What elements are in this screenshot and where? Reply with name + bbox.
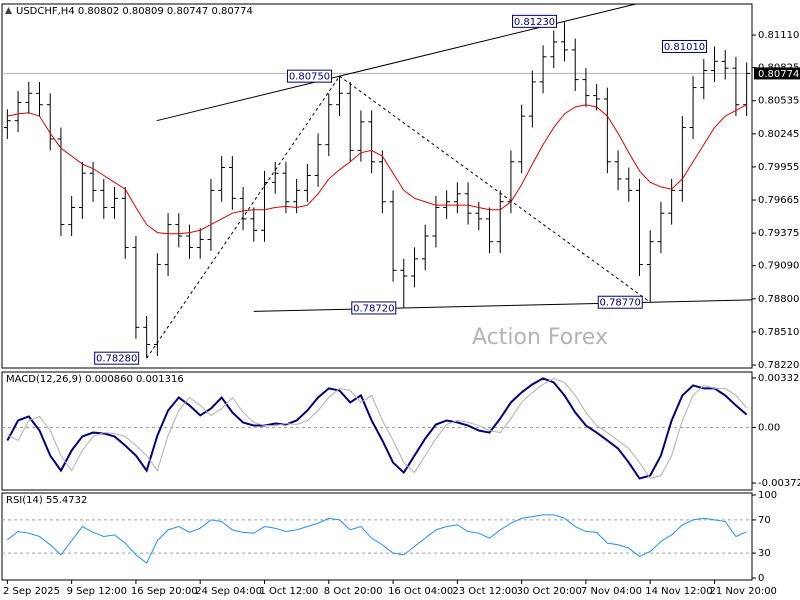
pane-frame (1, 492, 753, 581)
x-tick-label: 2 Sep 2025 (3, 586, 60, 597)
annotation-box (662, 39, 707, 53)
rsi-line (7, 514, 747, 564)
y-tick-label: 0.78220 (758, 360, 799, 371)
x-tick-label: 14 Nov 12:00 (645, 586, 712, 597)
y-tick-label: 70 (758, 515, 771, 526)
y-tick-label: -0.003723 (758, 478, 800, 489)
y-tick-label: 0.79090 (758, 261, 799, 272)
swing-line (146, 75, 340, 359)
annotation-box (94, 351, 140, 365)
plot (6, 377, 748, 480)
annotation-label: 0.78770 (600, 298, 641, 309)
y-tick-label: 0.80535 (758, 96, 799, 107)
y-tick-label: 0.00 (758, 422, 780, 433)
y-tick-label: 0.80245 (758, 129, 799, 140)
moving-average (7, 104, 747, 235)
x-tick-label: 9 Sep 12:00 (67, 586, 127, 597)
y-tick-label: 100 (758, 490, 777, 501)
y-tick-label: 0 (758, 573, 764, 584)
y-tick-label: 0.79375 (758, 228, 799, 239)
annotation-box (597, 295, 643, 309)
y-tick-label: 30 (758, 548, 771, 559)
symbol-icon (5, 7, 12, 14)
y-tick-label: 0.81110 (758, 30, 799, 41)
last-price-box (754, 67, 800, 80)
pane-frame (1, 3, 753, 369)
x-tick-label: 23 Oct 12:00 (452, 586, 517, 597)
annotation-label: 0.78280 (96, 354, 137, 365)
plot (7, 514, 747, 564)
annotation-label: 0.80750 (289, 72, 330, 83)
annotation-label: 0.78720 (353, 303, 394, 314)
y-tick-label: 0.78510 (758, 327, 799, 338)
pane-title: MACD(12,26,9) 0.000860 0.001316 (6, 374, 184, 385)
annotation-label: 0.81230 (514, 17, 555, 28)
x-tick-label: 8 Oct 20:00 (324, 586, 383, 597)
plot: 0.78280 0.80750 0.78720 0.81230 0.78770 0.810… (3, 4, 752, 365)
x-tick-label: 7 Nov 04:00 (581, 586, 642, 597)
y-tick-label: 0.003321 (758, 373, 800, 384)
annotation-box (351, 301, 397, 315)
x-tick-label: 16 Oct 04:00 (388, 586, 453, 597)
pane-title: USDCHF,H4 0.80802 0.80809 0.80747 0.8077… (16, 6, 253, 17)
y-tick-label: 0.79665 (758, 195, 799, 206)
swing-line (339, 75, 651, 303)
x-tick-label: 21 Nov 20:00 (710, 586, 777, 597)
y-tick-label: 0.79955 (758, 162, 799, 173)
pane-title: RSI(14) 55.4732 (6, 495, 87, 506)
x-tick-label: 1 Oct 12:00 (260, 586, 319, 597)
x-tick-label: 16 Sep 20:00 (131, 586, 198, 597)
y-tick-label: 0.78800 (758, 294, 799, 305)
annotation-box (512, 14, 557, 28)
x-tick-label: 24 Sep 04:00 (195, 586, 262, 597)
last-price-label: 0.80774 (758, 69, 799, 80)
annotation-label: 0.81010 (664, 42, 705, 53)
lower-trendline (253, 299, 752, 312)
watermark: Action Forex (472, 325, 608, 350)
macd-line (7, 377, 748, 480)
x-tick-label: 30 Oct 20:00 (517, 586, 582, 597)
annotation-box (287, 69, 332, 83)
pane-frame (1, 371, 753, 491)
upper-trendline (156, 4, 638, 122)
macd-line (6, 377, 748, 480)
